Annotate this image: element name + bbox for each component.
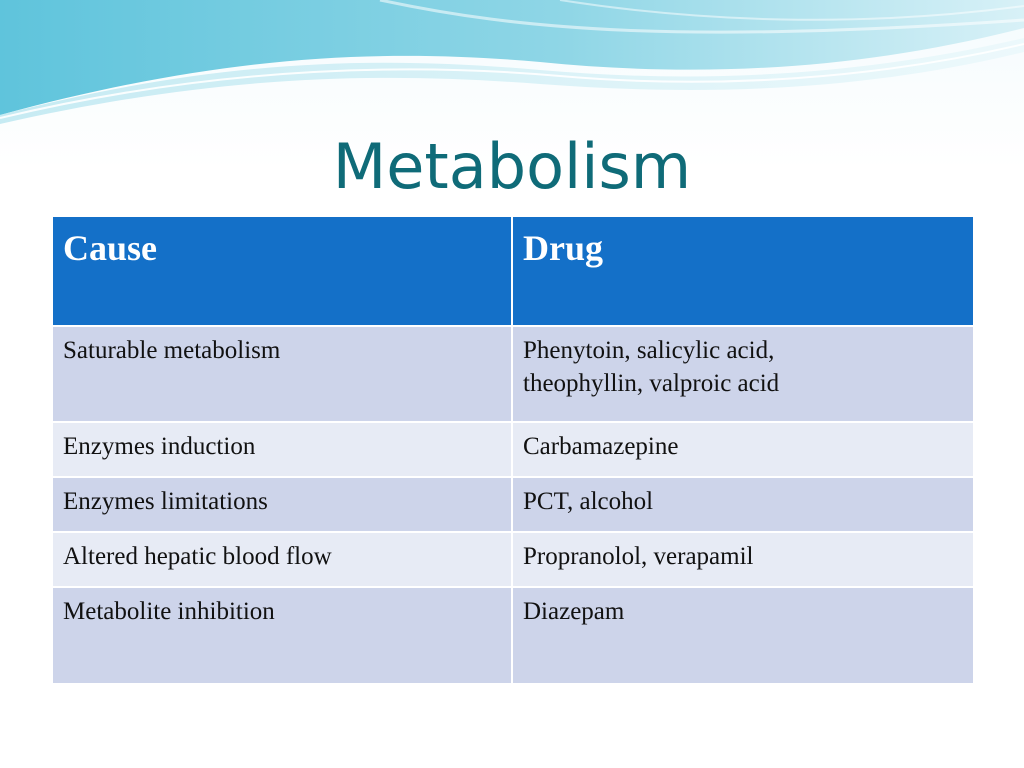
- drug-cell: Phenytoin, salicylic acid, theophyllin, …: [511, 325, 975, 423]
- table-row: Enzymes induction Carbamazepine: [51, 421, 975, 478]
- cause-cell: Enzymes induction: [51, 421, 513, 478]
- cause-cell: Metabolite inhibition: [51, 586, 513, 685]
- slide-title: Metabolism: [332, 130, 692, 203]
- table-header-row: Cause Drug: [51, 215, 975, 327]
- metabolism-table: Cause Drug Saturable metabolism Phenytoi…: [51, 215, 975, 685]
- drug-cell: Carbamazepine: [511, 421, 975, 478]
- column-header-drug: Drug: [511, 215, 975, 327]
- drug-cell: Propranolol, verapamil: [511, 531, 975, 588]
- table-row: Metabolite inhibition Diazepam: [51, 586, 975, 685]
- decorative-wave-header: [0, 0, 1024, 124]
- cause-cell: Saturable metabolism: [51, 325, 513, 423]
- table-row: Enzymes limitations PCT, alcohol: [51, 476, 975, 533]
- cause-cell: Altered hepatic blood flow: [51, 531, 513, 588]
- cause-cell: Enzymes limitations: [51, 476, 513, 533]
- drug-cell-line: Phenytoin, salicylic acid,: [523, 337, 775, 364]
- table-row: Saturable metabolism Phenytoin, salicyli…: [51, 325, 975, 423]
- drug-cell-line: theophyllin, valproic acid: [523, 370, 780, 397]
- drug-cell: Diazepam: [511, 586, 975, 685]
- table-row: Altered hepatic blood flow Propranolol, …: [51, 531, 975, 588]
- drug-cell: PCT, alcohol: [511, 476, 975, 533]
- column-header-cause: Cause: [51, 215, 513, 327]
